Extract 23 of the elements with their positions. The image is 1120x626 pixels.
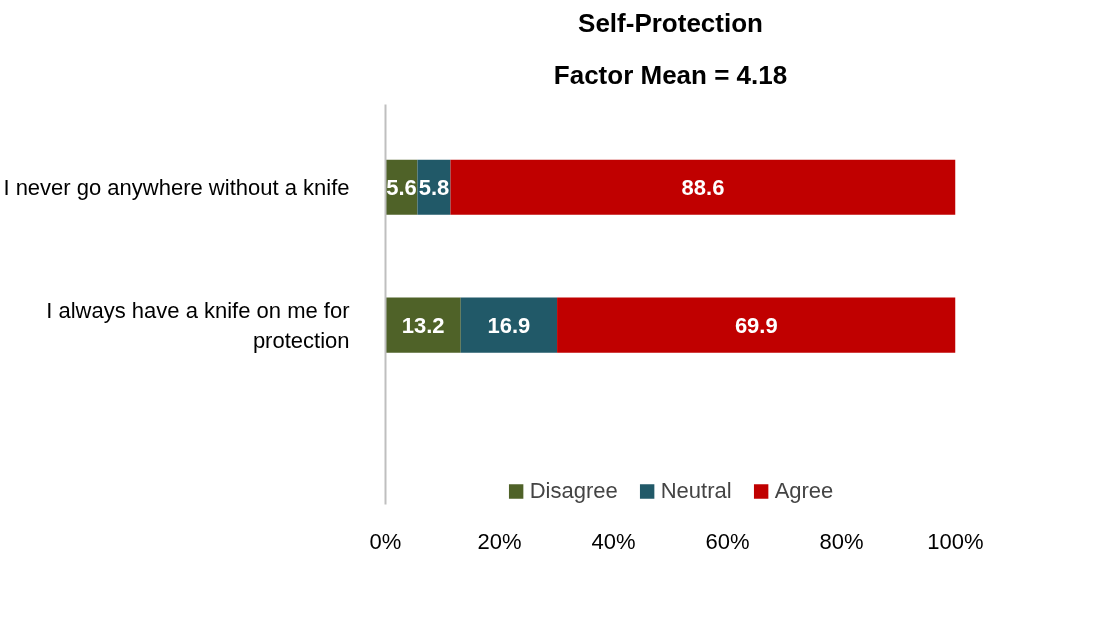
bar	[385, 297, 461, 353]
legend-label: Disagree	[529, 478, 618, 504]
bar	[450, 159, 956, 215]
bar	[460, 297, 558, 353]
x-tick-label: 40%	[591, 528, 636, 554]
chart-subtitle: Factor Mean = 4.18	[553, 59, 788, 90]
chart-title: Self-Protection	[578, 7, 763, 38]
x-tick-label: 100%	[927, 528, 984, 554]
data-label: 13.2	[401, 312, 445, 338]
x-tick-label: 0%	[369, 528, 402, 554]
x-tick-label: 20%	[477, 528, 522, 554]
y-tick-label: I never go anywhere without a knife	[3, 174, 350, 200]
y-tick-label: I always have a knife on me for protection	[46, 297, 350, 353]
bar	[557, 297, 956, 353]
legend-label: Neutral	[660, 478, 732, 504]
x-tick-label: 80%	[819, 528, 864, 554]
data-label: 88.6	[681, 174, 725, 200]
data-label: 5.6	[386, 174, 417, 200]
legend-label: Agree	[774, 478, 834, 504]
data-label: 69.9	[734, 312, 778, 338]
data-label: 5.8	[418, 174, 450, 200]
x-tick-label: 60%	[705, 528, 750, 554]
data-label: 16.9	[487, 312, 531, 338]
